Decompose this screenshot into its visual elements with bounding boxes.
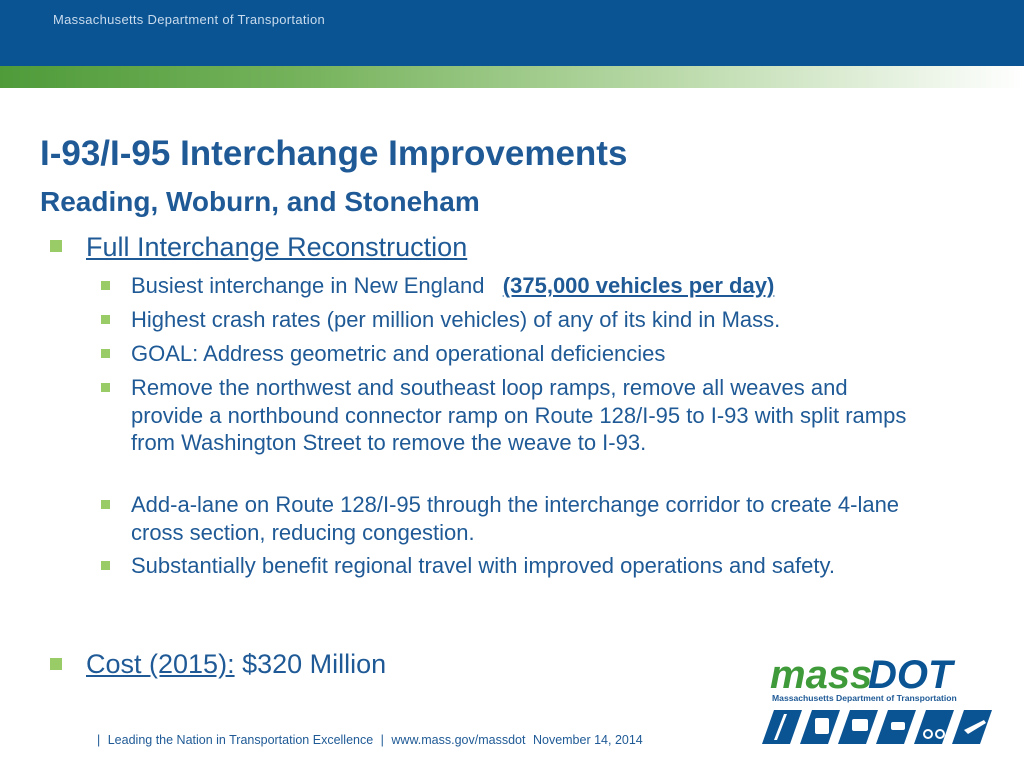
logo-icon-strip xyxy=(762,710,992,744)
list-item: Substantially benefit regional travel wi… xyxy=(131,553,835,578)
footer-date: November 14, 2014 xyxy=(532,733,643,747)
sub-bullet-icon xyxy=(101,349,110,358)
logo-tagline: Massachusetts Department of Transportati… xyxy=(772,693,957,703)
sub-bullet-icon xyxy=(101,561,110,570)
slide-title: I-93/I-95 Interchange Improvements xyxy=(40,134,628,173)
cost-line: Cost (2015): $320 Million xyxy=(86,649,386,680)
slide-subtitle: Reading, Woburn, and Stoneham xyxy=(40,186,480,217)
footer: | Leading the Nation in Transportation E… xyxy=(97,733,647,747)
bullet-square-icon xyxy=(50,240,62,252)
agency-name: Massachusetts Department of Transportati… xyxy=(53,12,326,27)
list-item: Add-a-lane on Route 128/I-95 through the… xyxy=(131,492,900,545)
footer-url[interactable]: www.mass.gov/massdot xyxy=(391,733,526,747)
list-item: Busiest interchange in New England (375,… xyxy=(131,272,911,300)
section-heading: Full Interchange Reconstruction xyxy=(86,232,468,262)
list-item-text: Busiest interchange in New England xyxy=(131,273,485,298)
bullet-square-icon xyxy=(50,658,62,670)
logo-word-mass: mass xyxy=(770,653,872,697)
bicycle-icon xyxy=(914,710,954,744)
footer-separator: | xyxy=(97,733,101,747)
footer-separator: | xyxy=(380,733,384,747)
list-item: Remove the northwest and southeast loop … xyxy=(131,375,907,455)
sub-bullet-icon xyxy=(101,500,110,509)
header-band: Massachusetts Department of Transportati… xyxy=(0,0,1024,66)
logo-word-dot: DOT xyxy=(868,653,956,697)
list-item: Highest crash rates (per million vehicle… xyxy=(131,307,781,332)
sub-bullet-icon xyxy=(101,281,110,290)
list-item: GOAL: Address geometric and operational … xyxy=(131,341,666,366)
massdot-logo: mass DOT Massachusetts Department of Tra… xyxy=(762,653,992,744)
sub-bullet-icon xyxy=(101,315,110,324)
cost-label: Cost (2015): xyxy=(86,649,235,679)
footer-tagline: Leading the Nation in Transportation Exc… xyxy=(107,733,374,747)
vehicle-count-emphasis: (375,000 vehicles per day) xyxy=(502,273,775,298)
sub-bullet-icon xyxy=(101,383,110,392)
cost-value: $320 Million xyxy=(242,649,387,679)
header-green-band xyxy=(0,66,1024,88)
